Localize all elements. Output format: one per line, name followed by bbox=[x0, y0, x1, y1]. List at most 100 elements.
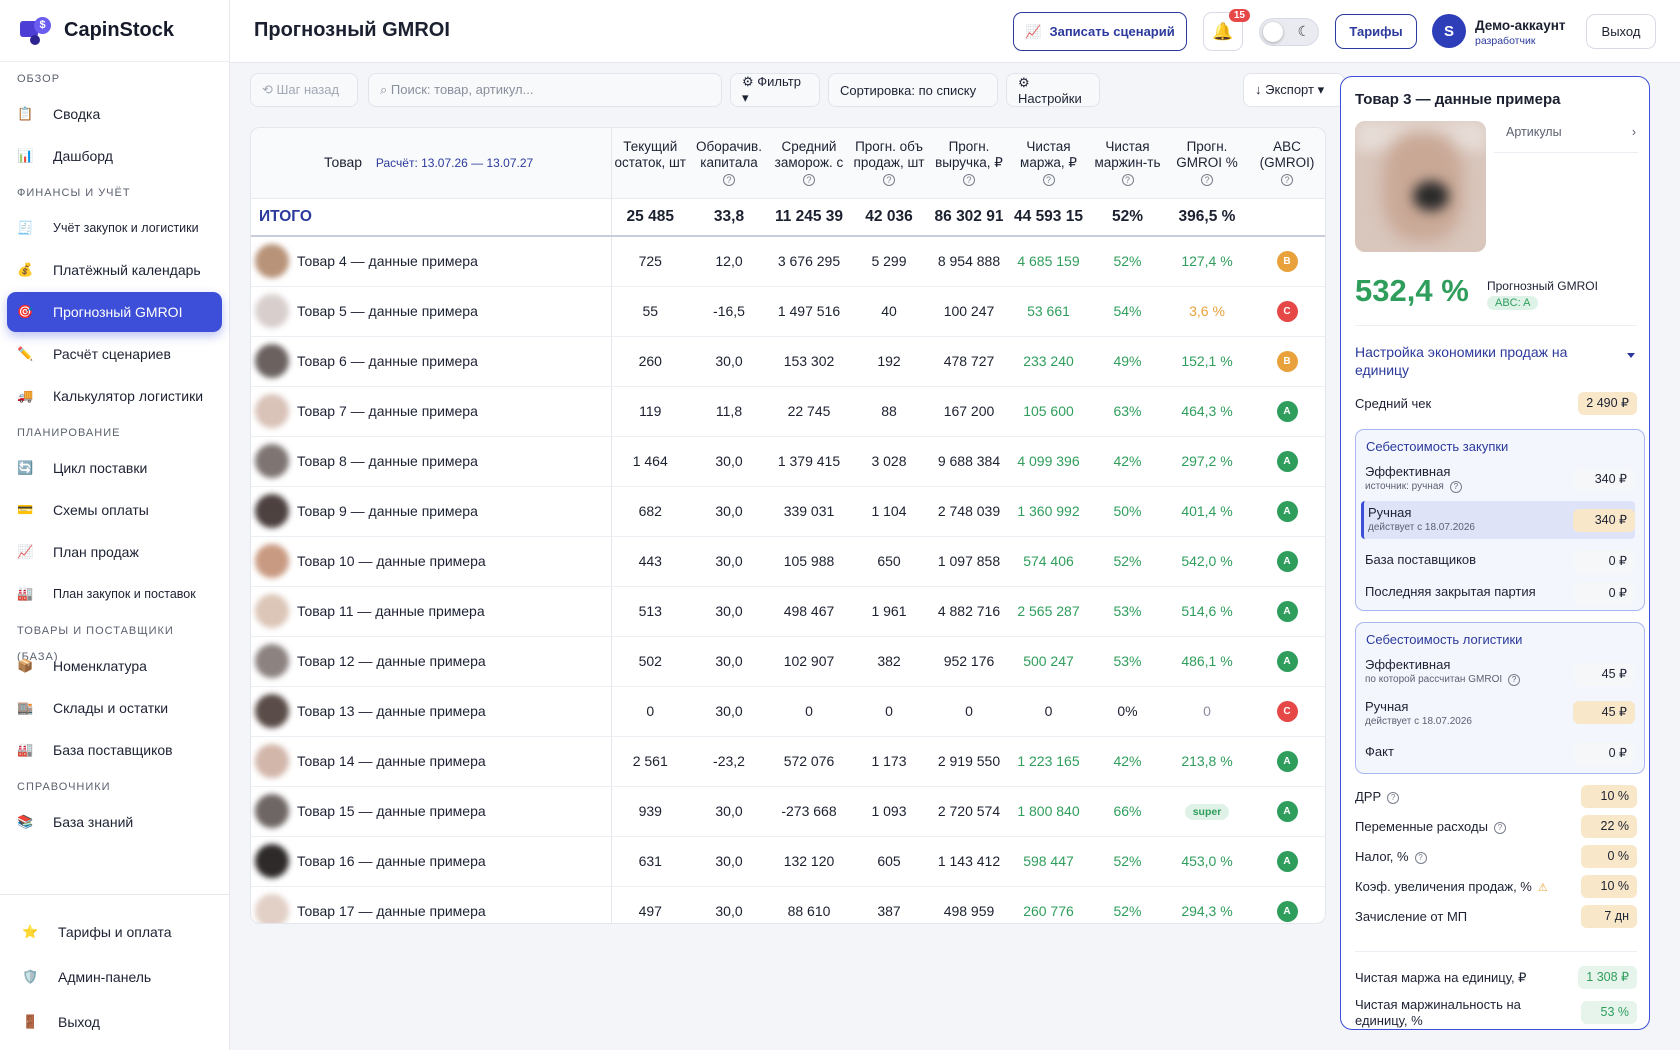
column-header-1[interactable]: Оборачив. капитала? bbox=[689, 128, 769, 199]
tariffs-button[interactable]: Тарифы bbox=[1335, 14, 1417, 49]
help-icon[interactable]: ? bbox=[723, 174, 735, 186]
unit-field-input[interactable]: 10 % bbox=[1581, 875, 1637, 898]
table-row[interactable]: Товар 15 — данные примера 939 30,0 -273 668… bbox=[251, 786, 1325, 837]
undo-button[interactable]: ⟲ Шаг назад bbox=[250, 73, 358, 107]
help-icon[interactable]: ? bbox=[803, 174, 815, 186]
table-row[interactable]: Товар 11 — данные примера 513 30,0 498 467 1… bbox=[251, 586, 1325, 637]
sort-button[interactable]: Сортировка: по списку bbox=[828, 73, 998, 107]
cell-gmroi: 0 bbox=[1167, 686, 1247, 737]
export-button[interactable]: ↓ Экспорт ▾ bbox=[1243, 73, 1345, 107]
product-cell[interactable]: Товар 17 — данные примера bbox=[251, 886, 612, 923]
table-row[interactable]: Товар 6 — данные примера 260 30,0 153 302 19… bbox=[251, 336, 1325, 387]
logistics-manual-input[interactable]: 45 ₽ bbox=[1573, 701, 1635, 724]
unit-field-input[interactable]: 22 % bbox=[1581, 815, 1637, 838]
help-icon[interactable]: ? bbox=[1493, 821, 1506, 834]
sidebar-item-0-0[interactable]: 📋 Сводка bbox=[7, 94, 222, 134]
product-cell[interactable]: Товар 13 — данные примера bbox=[251, 686, 612, 737]
help-icon[interactable]: ? bbox=[1449, 481, 1462, 493]
table-row[interactable]: Товар 16 — данные примера 631 30,0 132 120 6… bbox=[251, 836, 1325, 887]
help-icon[interactable]: ? bbox=[963, 174, 975, 186]
sidebar-item-1-0[interactable]: 📊 Дашборд bbox=[7, 136, 222, 176]
table-row[interactable]: Товар 5 — данные примера 55 -16,5 1 497 516… bbox=[251, 286, 1325, 337]
theme-toggle[interactable]: ☾ bbox=[1259, 18, 1319, 46]
column-header-5[interactable]: Чистая маржа, ₽? bbox=[1009, 128, 1088, 199]
articles-link[interactable]: Артикулы › bbox=[1494, 123, 1638, 153]
product-cell[interactable]: Товар 15 — данные примера bbox=[251, 786, 612, 837]
avg-check-input[interactable]: 2 490 ₽ bbox=[1578, 392, 1637, 415]
table-row[interactable]: Товар 7 — данные примера 119 11,8 22 745 88 1… bbox=[251, 386, 1325, 437]
table-row[interactable]: Товар 9 — данные примера 682 30,0 339 031 1 … bbox=[251, 486, 1325, 537]
table-row[interactable]: Товар 14 — данные примера 2 561 -23,2 572 0… bbox=[251, 736, 1325, 787]
product-cell[interactable]: Товар 9 — данные примера bbox=[251, 486, 612, 537]
column-header-0[interactable]: Текущий остаток, шт bbox=[611, 128, 689, 199]
sidebar-item-4-1[interactable]: 🚚 Калькулятор логистики bbox=[7, 376, 222, 416]
product-cell[interactable]: Товар 8 — данные примера bbox=[251, 436, 612, 487]
purchase-manual-row[interactable]: Ручная действует с 18.07.2026 340 ₽ bbox=[1361, 501, 1635, 539]
sidebar-item-2-2[interactable]: 📈 План продаж bbox=[7, 532, 222, 572]
product-cell[interactable]: Товар 4 — данные примера bbox=[251, 236, 612, 287]
help-icon[interactable]: ? bbox=[1121, 174, 1134, 186]
help-icon[interactable]: ? bbox=[883, 174, 895, 186]
product-cell[interactable]: Товар 12 — данные примера bbox=[251, 636, 612, 687]
sidebar-item-0-4[interactable]: 📚 База знаний bbox=[7, 802, 222, 842]
cell-frozen: -273 668 bbox=[769, 786, 849, 837]
table-row[interactable]: Товар 8 — данные примера 1 464 30,0 1 379 4… bbox=[251, 436, 1325, 487]
column-header-6[interactable]: Чистая маржин-ть? bbox=[1088, 128, 1167, 199]
sidebar-bottom-item-2[interactable]: 🚪 Выход bbox=[12, 1002, 217, 1042]
sidebar-item-1-1[interactable]: 💰 Платёжный календарь bbox=[7, 250, 222, 290]
sidebar-item-0-2[interactable]: 🔄 Цикл поставки bbox=[7, 448, 222, 488]
help-icon[interactable]: ? bbox=[1387, 791, 1400, 804]
sidebar-item-3-2[interactable]: 🏭 План закупок и поставок bbox=[7, 574, 222, 614]
product-cell[interactable]: Товар 14 — данные примера bbox=[251, 736, 612, 787]
unit-economics-toggle[interactable]: Настройка экономики продаж на единицу bbox=[1355, 344, 1568, 378]
help-icon[interactable]: ? bbox=[1414, 851, 1427, 864]
sidebar-item-0-3[interactable]: 📦 Номенклатура bbox=[7, 646, 222, 686]
sidebar-bottom-item-1[interactable]: 🛡️ Админ-панель bbox=[12, 957, 217, 997]
record-scenario-button[interactable]: 📈 Записать сценарий bbox=[1013, 12, 1187, 51]
table-row[interactable]: Товар 17 — данные примера 497 30,0 88 610 38… bbox=[251, 886, 1325, 923]
purchase-manual-input[interactable]: 340 ₽ bbox=[1573, 509, 1635, 532]
unit-field-input[interactable]: 0 % bbox=[1581, 845, 1637, 868]
column-header-2[interactable]: Средний заморож. с? bbox=[769, 128, 849, 199]
column-header-product[interactable]: Товар Расчёт: 13.07.26 — 13.07.27 bbox=[251, 128, 612, 199]
logo[interactable]: $ CapinStock bbox=[0, 0, 229, 62]
table-row[interactable]: Товар 13 — данные примера 0 30,0 0 0 0 0 0% 0 C bbox=[251, 686, 1325, 737]
product-cell[interactable]: Товар 6 — данные примера bbox=[251, 336, 612, 387]
product-cell[interactable]: Товар 7 — данные примера bbox=[251, 386, 612, 437]
settings-button[interactable]: ⚙ Настройки bbox=[1006, 73, 1100, 107]
table-row[interactable]: Товар 12 — данные примера 502 30,0 102 907 3… bbox=[251, 636, 1325, 687]
sidebar-nav: ОБЗОР 📋 Сводка 📊 Дашборд ФИНАНСЫ И УЧЁТ 🧾 Учёт … bbox=[0, 66, 229, 842]
column-header-3[interactable]: Прогн. объ продаж, шт? bbox=[849, 128, 929, 199]
sidebar-bottom-item-0[interactable]: ⭐ Тарифы и оплата bbox=[12, 912, 217, 952]
unit-field-input[interactable]: 10 % bbox=[1581, 785, 1637, 808]
help-icon[interactable]: ? bbox=[1042, 174, 1055, 186]
search-input[interactable]: ⌕ Поиск: товар, артикул... bbox=[368, 73, 722, 107]
table-row[interactable]: Товар 10 — данные примера 443 30,0 105 988 6… bbox=[251, 536, 1325, 587]
sidebar-item-2-3[interactable]: 🏭 База поставщиков bbox=[7, 730, 222, 770]
sidebar-item-3-1[interactable]: ✏️ Расчёт сценариев bbox=[7, 334, 222, 374]
sidebar-item-2-1[interactable]: 🎯 Прогнозный GMROI bbox=[7, 292, 222, 332]
logout-button[interactable]: Выход bbox=[1586, 14, 1656, 49]
table-row[interactable]: Товар 4 — данные примера 725 12,0 3 676 295… bbox=[251, 236, 1325, 287]
product-cell[interactable]: Товар 10 — данные примера bbox=[251, 536, 612, 587]
sidebar-item-1-3[interactable]: 🏬 Склады и остатки bbox=[7, 688, 222, 728]
help-icon[interactable]: ? bbox=[1281, 174, 1293, 186]
help-icon[interactable]: ? bbox=[1508, 674, 1521, 686]
column-header-4[interactable]: Прогн. выручка, ₽? bbox=[929, 128, 1009, 199]
column-header-7[interactable]: Прогн. GMROI %? bbox=[1167, 128, 1247, 199]
product-cell[interactable]: Товар 11 — данные примера bbox=[251, 586, 612, 637]
product-cell[interactable]: Товар 5 — данные примера bbox=[251, 286, 612, 337]
sidebar-item-0-1[interactable]: 🧾 Учёт закупок и логистики bbox=[7, 208, 222, 248]
gmroi-value: 514,6 % bbox=[1181, 603, 1233, 619]
notifications-button[interactable]: 🔔 15 bbox=[1203, 9, 1250, 51]
column-header-8[interactable]: ABC (GMROI)? bbox=[1247, 128, 1325, 199]
sidebar: $ CapinStock ОБЗОР 📋 Сводка 📊 Дашборд ФИНАНСЫ… bbox=[0, 0, 230, 1050]
chevron-down-icon[interactable] bbox=[1627, 353, 1635, 358]
sidebar-item-1-2[interactable]: 💳 Схемы оплаты bbox=[7, 490, 222, 530]
avatar[interactable]: S bbox=[1432, 14, 1466, 48]
cell-turn: 12,0 bbox=[689, 236, 769, 287]
unit-field-input[interactable]: 7 дн bbox=[1581, 905, 1637, 928]
filter-button[interactable]: ⚙ Фильтр ▾ bbox=[730, 73, 820, 107]
product-cell[interactable]: Товар 16 — данные примера bbox=[251, 836, 612, 887]
help-icon[interactable]: ? bbox=[1201, 174, 1213, 186]
